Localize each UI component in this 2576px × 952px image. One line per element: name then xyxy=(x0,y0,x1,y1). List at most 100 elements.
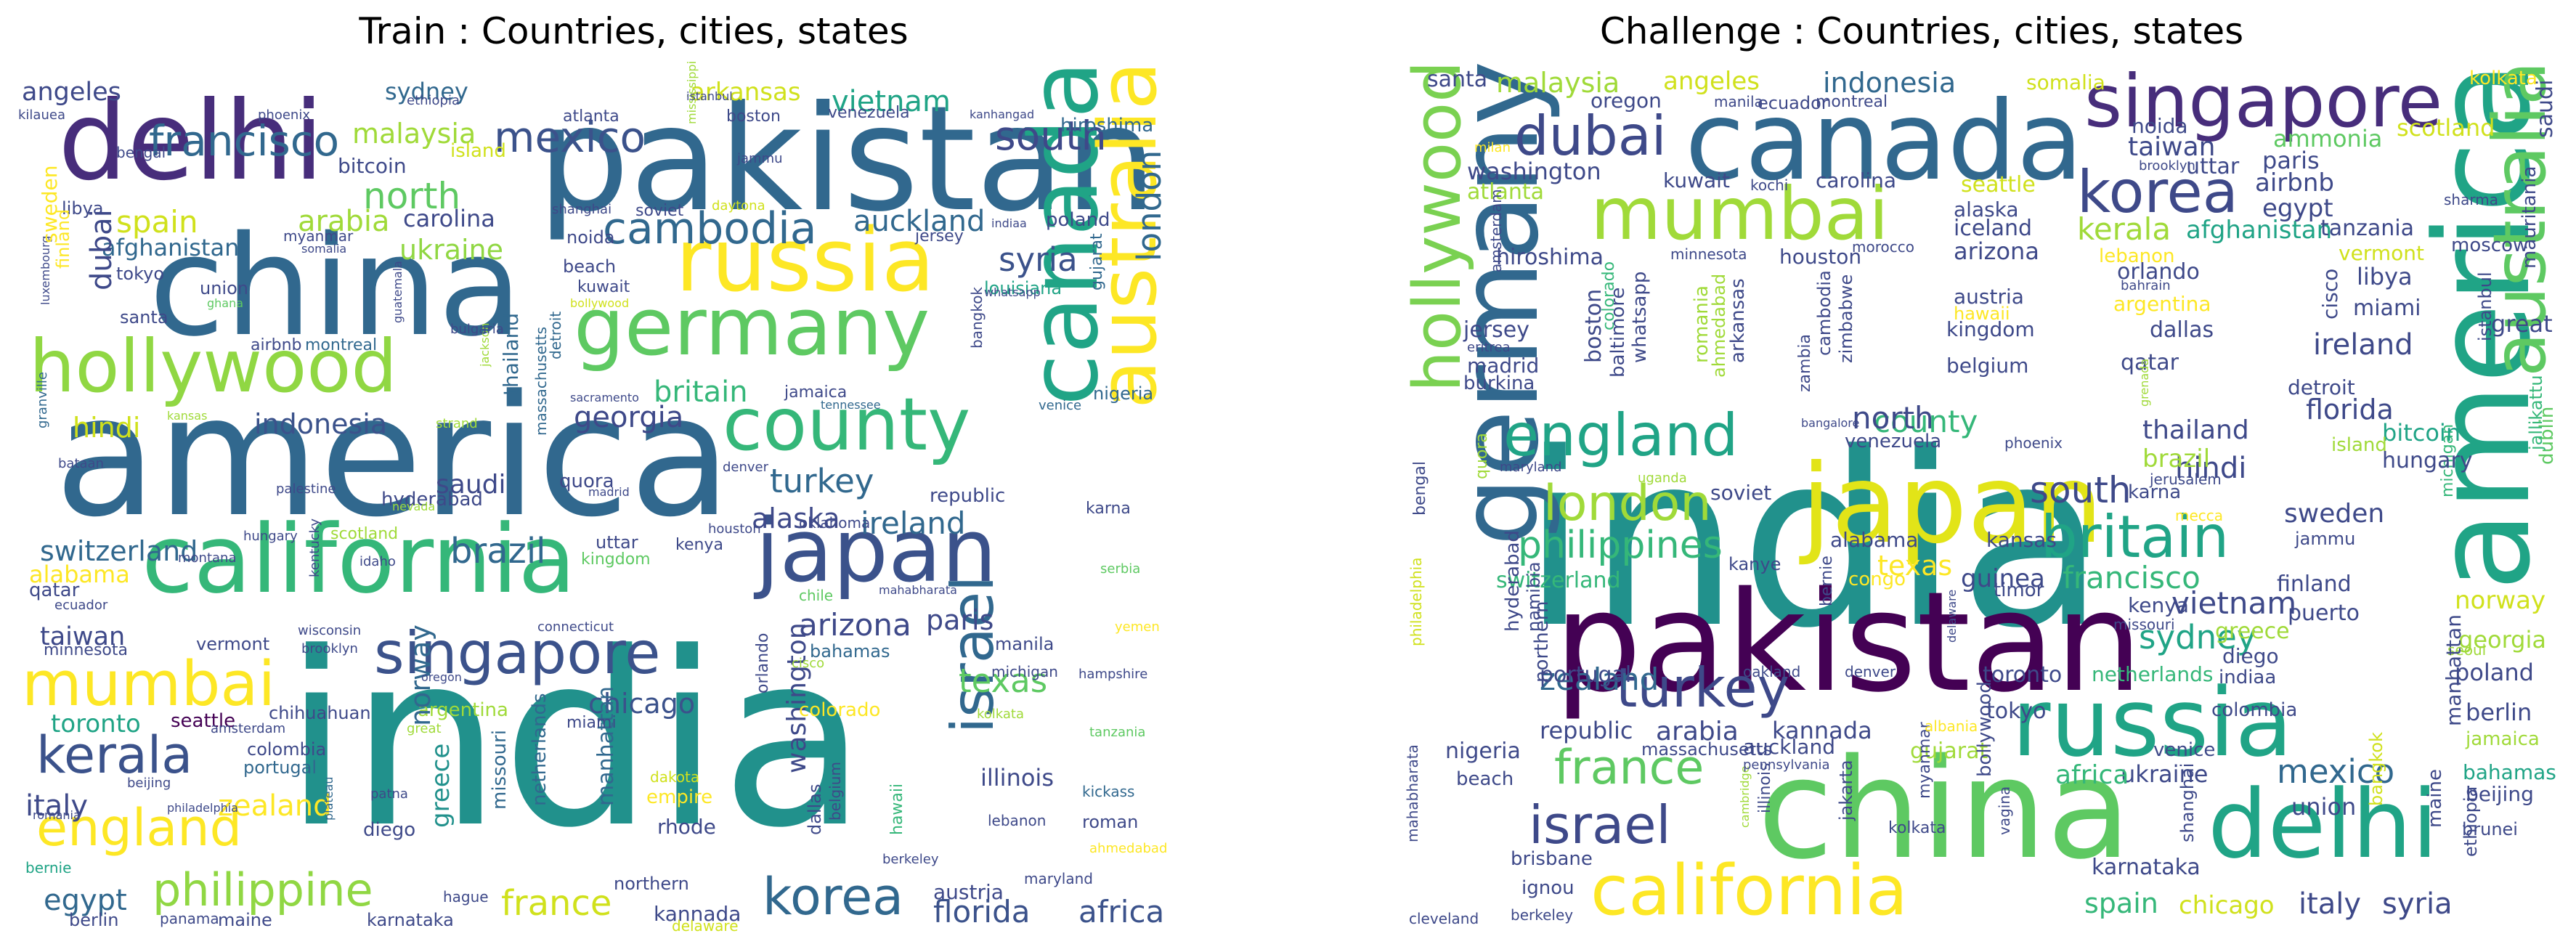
cloud-word: nevada xyxy=(392,500,436,513)
cloud-word: oregon xyxy=(421,670,462,684)
cloud-word: bernie xyxy=(1818,556,1836,606)
cloud-word: maine xyxy=(218,910,272,930)
cloud-word: mexico xyxy=(494,113,646,162)
cloud-word: poland xyxy=(2455,659,2534,686)
cloud-word: hawaii xyxy=(1954,304,2010,324)
cloud-word: seoul xyxy=(2447,641,2487,659)
cloud-word: mexico xyxy=(2277,752,2395,791)
cloud-word: sweden xyxy=(2284,499,2385,529)
cloud-word: atlanta xyxy=(563,107,619,126)
cloud-word: jersey xyxy=(915,227,964,245)
cloud-word: minnesota xyxy=(44,641,128,659)
cloud-word: kenya xyxy=(2128,593,2189,617)
cloud-word: venice xyxy=(2153,739,2216,761)
cloud-word: vietnam xyxy=(832,85,951,118)
cloud-word: indonesia xyxy=(1823,67,1957,99)
cloud-word: delaware xyxy=(672,917,739,935)
cloud-word: island xyxy=(450,140,506,162)
cloud-word: luxembourg xyxy=(38,235,52,305)
cloud-word: northern xyxy=(614,874,689,894)
cloud-word: ireland xyxy=(861,505,966,541)
cloud-word: vermont xyxy=(2339,241,2424,265)
cloud-word: italy xyxy=(2299,887,2362,921)
cloud-word: kingdom xyxy=(581,550,651,569)
cloud-word: bernie xyxy=(25,859,72,876)
cloud-word: cambridge xyxy=(1738,765,1752,828)
cloud-word: daytona xyxy=(712,198,765,213)
cloud-word: brazil xyxy=(2142,444,2211,473)
cloud-word: colombia xyxy=(247,739,327,760)
cloud-word: kolkata xyxy=(977,707,1025,722)
cloud-word: mumbai xyxy=(1590,171,1889,256)
cloud-word: union xyxy=(2291,793,2357,821)
cloud-word: japan xyxy=(755,501,997,602)
cloud-word: hiroshima xyxy=(1496,245,1604,270)
cloud-word: washington xyxy=(1467,158,1601,185)
cloud-word: carolina xyxy=(1816,168,1897,192)
cloud-word: pennsylvania xyxy=(1743,757,1830,773)
cloud-word: soviet xyxy=(1710,481,1772,505)
cloud-word: africa xyxy=(1078,894,1165,929)
cloud-word: korea xyxy=(763,867,904,927)
cloud-word: nigeria xyxy=(1093,383,1154,404)
cloud-word: santa xyxy=(120,307,168,327)
cloud-word: hyderabad xyxy=(381,489,483,510)
cloud-word: angeles xyxy=(22,78,121,107)
cloud-word: cambodia xyxy=(1814,270,1835,356)
cloud-word: china xyxy=(1758,729,2132,890)
cloud-word: britain xyxy=(2041,503,2230,571)
cloud-word: brooklyn xyxy=(301,641,358,656)
cloud-word: greece xyxy=(426,743,455,828)
cloud-word: chicago xyxy=(2179,891,2275,920)
cloud-word: hampshire xyxy=(1078,667,1148,682)
cloud-word: zealand xyxy=(1540,662,1659,697)
cloud-word: north xyxy=(1852,400,1934,436)
cloud-word: maryland xyxy=(1024,870,1093,887)
cloud-word: carolina xyxy=(403,205,495,232)
cloud-word: india xyxy=(283,601,868,880)
cloud-word: arkansas xyxy=(1727,278,1749,363)
cloud-word: ethiopia xyxy=(2461,786,2481,857)
cloud-word: japan xyxy=(1801,442,2103,568)
cloud-word: mumbai xyxy=(22,648,276,720)
cloud-word: kuwait xyxy=(1663,168,1730,192)
cloud-word: sweden xyxy=(38,165,62,243)
cloud-word: netherlands xyxy=(529,693,550,806)
cloud-word: chile xyxy=(799,587,834,604)
cloud-word: malaysia xyxy=(352,118,476,150)
cloud-word: south xyxy=(995,113,1107,159)
cloud-word: wisconsin xyxy=(298,623,362,638)
challenge-panel-title: Challenge : Countries, cities, states xyxy=(1599,10,2244,52)
cloud-word: thailand xyxy=(2142,415,2249,445)
cloud-word: missouri xyxy=(2113,616,2175,633)
cloud-word: israel xyxy=(1529,794,1671,855)
cloud-word: yemen xyxy=(1115,619,1160,635)
cloud-word: idaho xyxy=(359,554,396,569)
cloud-word: mahabharata xyxy=(879,583,957,597)
cloud-word: kolkata xyxy=(2469,68,2538,89)
cloud-word: madrid xyxy=(1467,354,1540,378)
cloud-word: albania xyxy=(1925,717,1978,735)
cloud-word: kannada xyxy=(1772,717,1872,744)
cloud-word: hiroshima xyxy=(1060,115,1154,137)
cloud-word: karnataka xyxy=(2092,855,2201,880)
cloud-word: bitcoin xyxy=(338,154,407,178)
cloud-word: uganda xyxy=(1638,471,1687,486)
cloud-word: arizona xyxy=(1954,237,2039,265)
cloud-word: venice xyxy=(1039,398,1082,413)
cloud-word: syria xyxy=(2382,887,2453,921)
cloud-word: chicago xyxy=(588,688,696,720)
cloud-word: dubai xyxy=(85,209,118,290)
cloud-word: sydney xyxy=(2139,618,2256,656)
cloud-word: philadelphia xyxy=(1407,557,1425,646)
cloud-word: louisiana xyxy=(984,278,1063,298)
cloud-word: hungary xyxy=(2382,448,2473,473)
cloud-word: great xyxy=(2491,310,2553,338)
cloud-word: kansas xyxy=(1986,528,2057,552)
cloud-word: orlando xyxy=(754,632,772,693)
cloud-word: oakland xyxy=(1743,663,1801,680)
cloud-word: egypt xyxy=(2262,194,2333,223)
cloud-word: finland xyxy=(2277,571,2352,597)
cloud-word: scotland xyxy=(2397,114,2495,142)
cloud-word: manila xyxy=(995,634,1055,654)
